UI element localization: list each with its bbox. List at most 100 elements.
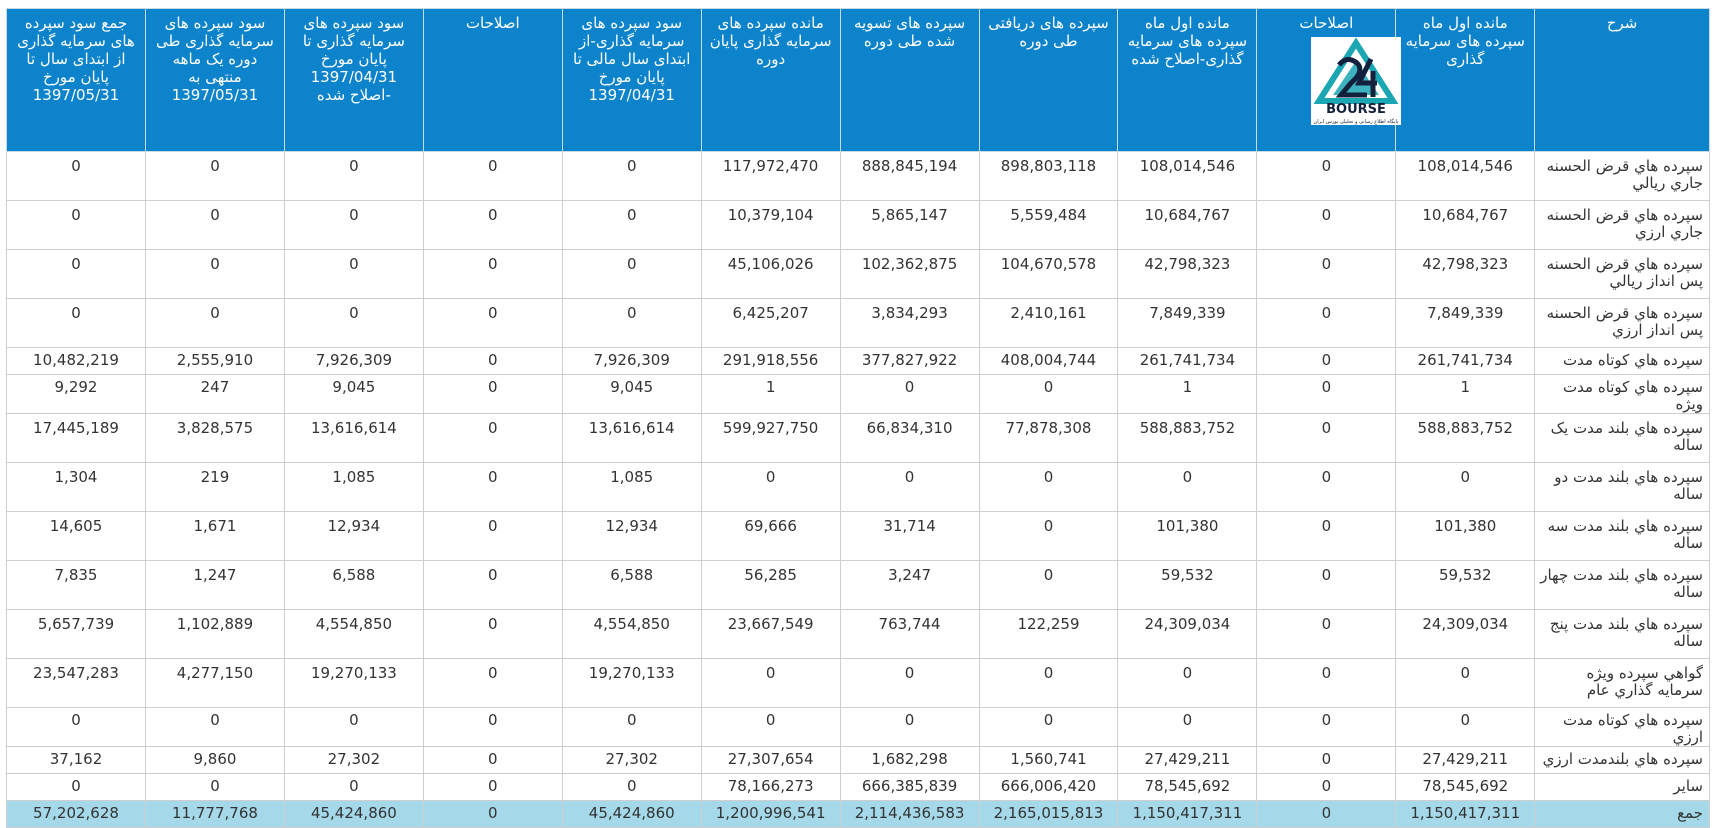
row-value-cell: 5,657,739	[6, 609, 146, 659]
row-value-cell: 0	[422, 560, 563, 610]
row-value-cell: 7,849,339	[1395, 298, 1536, 348]
row-value-cell: 24,309,034	[1117, 609, 1258, 659]
row-description: سپرده هاي بلند مدت دو ساله	[1534, 462, 1710, 512]
row-value-cell: 0	[1256, 462, 1397, 512]
row-value-cell: 888,845,194	[839, 151, 980, 201]
row-value-cell: 9,045	[561, 374, 702, 414]
deposits-report-table: شرح مانده اول ماه سپرده های سرمایه گذاری…	[6, 8, 1710, 828]
row-value-cell: 1,085	[561, 462, 702, 512]
row-value-cell: 0	[283, 707, 424, 747]
table-row: سپرده هاي قرض الحسنه پس انداز ريالي 42,79…	[6, 249, 1710, 299]
row-value-cell: 0	[700, 658, 841, 708]
row-value-cell: 0	[422, 609, 563, 659]
row-description: سپرده هاي قرض الحسنه پس انداز ارزي	[1534, 298, 1710, 348]
row-value-cell: 1	[700, 374, 841, 414]
row-value-cell: 0	[561, 707, 702, 747]
row-value-cell: 0	[422, 773, 563, 801]
row-value-cell: 0	[422, 151, 563, 201]
row-description: گواهي سپرده ويژه سرمايه گذاري عام	[1534, 658, 1710, 708]
row-value-cell: 0	[422, 707, 563, 747]
header-description: شرح	[1534, 8, 1710, 152]
row-value-cell: 104,670,578	[978, 249, 1119, 299]
row-value-cell: 0	[145, 200, 285, 250]
row-value-cell: 261,741,734	[1395, 347, 1536, 375]
row-value-cell: 0	[422, 462, 563, 512]
row-value-cell: 666,385,839	[839, 773, 980, 801]
row-description: سپرده هاي بلند مدت سه ساله	[1534, 511, 1710, 561]
header-profit-total: جمع سود سپرده های سرمایه گذاری از ابتدای…	[6, 8, 146, 152]
row-value-cell: 0	[700, 462, 841, 512]
row-value-cell: 78,545,692	[1395, 773, 1536, 801]
row-value-cell: 0	[839, 658, 980, 708]
row-value-cell: 102,362,875	[839, 249, 980, 299]
row-value-cell: 7,849,339	[1117, 298, 1258, 348]
header-opening-balance-adjusted: مانده اول ماه سپرده های سرمایه گذاری-اصل…	[1117, 8, 1258, 152]
row-description: سپرده هاي بلند مدت چهار ساله	[1534, 560, 1710, 610]
row-value-cell: 408,004,744	[978, 347, 1119, 375]
row-description: جمع	[1534, 800, 1710, 828]
row-value-cell: 3,834,293	[839, 298, 980, 348]
logo-wordmark: BOURSE	[1326, 102, 1386, 117]
table-row: سپرده هاي کوتاه مدت ويژه 1 0 1 0 0 1 9,045 0 9,04…	[6, 374, 1710, 414]
row-value-cell: 27,302	[283, 746, 424, 774]
row-value-cell: 0	[1395, 658, 1536, 708]
row-value-cell: 1,200,996,541	[700, 800, 841, 828]
header-profit-adjustments: اصلاحات	[422, 8, 563, 152]
row-value-cell: 14,605	[6, 511, 146, 561]
header-deposits-received: سپرده های دریافتی طی دوره	[978, 8, 1119, 152]
row-value-cell: 1,560,741	[978, 746, 1119, 774]
row-value-cell: 0	[283, 200, 424, 250]
table-row: سپرده هاي بلند مدت يک ساله 588,883,752 0 58…	[6, 413, 1710, 463]
row-value-cell: 0	[839, 462, 980, 512]
row-value-cell: 219	[145, 462, 285, 512]
row-value-cell: 0	[1256, 658, 1397, 708]
row-value-cell: 17,445,189	[6, 413, 146, 463]
row-value-cell: 0	[839, 374, 980, 414]
row-value-cell: 10,684,767	[1395, 200, 1536, 250]
row-value-cell: 0	[561, 773, 702, 801]
row-value-cell: 0	[1256, 249, 1397, 299]
row-value-cell: 1,102,889	[145, 609, 285, 659]
logo-subtext: پایگاه اطلاع رسانی و تحلیلی بورس ایران	[1314, 118, 1399, 125]
row-description: سپرده هاي بلندمدت ارزي	[1534, 746, 1710, 774]
row-value-cell: 6,588	[561, 560, 702, 610]
row-value-cell: 1,247	[145, 560, 285, 610]
row-value-cell: 0	[422, 800, 563, 828]
row-description: سپرده هاي قرض الحسنه جاري ارزي	[1534, 200, 1710, 250]
row-value-cell: 0	[422, 511, 563, 561]
row-value-cell: 3,247	[839, 560, 980, 610]
row-value-cell: 0	[1256, 746, 1397, 774]
row-value-cell: 898,803,118	[978, 151, 1119, 201]
row-value-cell: 0	[1256, 773, 1397, 801]
row-value-cell: 108,014,546	[1117, 151, 1258, 201]
row-value-cell: 59,532	[1117, 560, 1258, 610]
row-value-cell: 108,014,546	[1395, 151, 1536, 201]
table-row: سپرده هاي کوتاه مدت 261,741,734 0 261,741,7…	[6, 347, 1710, 375]
row-value-cell: 7,926,309	[283, 347, 424, 375]
row-value-cell: 0	[1256, 374, 1397, 414]
row-description: سپرده هاي بلند مدت پنج ساله	[1534, 609, 1710, 659]
row-value-cell: 77,878,308	[978, 413, 1119, 463]
row-value-cell: 0	[1256, 707, 1397, 747]
total-row: جمع 1,150,417,311 0 1,150,417,311 2,165,015,…	[6, 800, 1710, 828]
row-description: سپرده هاي کوتاه مدت ارزي	[1534, 707, 1710, 747]
table-row: ساير 78,545,692 0 78,545,692 666,006,420 666,…	[6, 773, 1710, 801]
header-profit-to-date: سود سپرده های سرمایه گذاری-از ابتدای سال…	[561, 8, 702, 152]
row-value-cell: 57,202,628	[6, 800, 146, 828]
row-value-cell: 0	[978, 707, 1119, 747]
row-value-cell: 10,684,767	[1117, 200, 1258, 250]
row-description: ساير	[1534, 773, 1710, 801]
table-row: سپرده هاي کوتاه مدت ارزي 0 0 0 0 0 0 0 0 0 0 0	[6, 707, 1710, 747]
row-value-cell: 27,429,211	[1395, 746, 1536, 774]
row-description: سپرده هاي قرض الحسنه جاري ريالي	[1534, 151, 1710, 201]
row-value-cell: 4,554,850	[561, 609, 702, 659]
row-value-cell: 5,559,484	[978, 200, 1119, 250]
row-value-cell: 0	[145, 707, 285, 747]
row-value-cell: 1,085	[283, 462, 424, 512]
row-value-cell: 0	[1395, 462, 1536, 512]
row-value-cell: 66,834,310	[839, 413, 980, 463]
row-value-cell: 27,307,654	[700, 746, 841, 774]
row-value-cell: 0	[6, 707, 146, 747]
row-value-cell: 0	[6, 249, 146, 299]
row-value-cell: 0	[561, 151, 702, 201]
